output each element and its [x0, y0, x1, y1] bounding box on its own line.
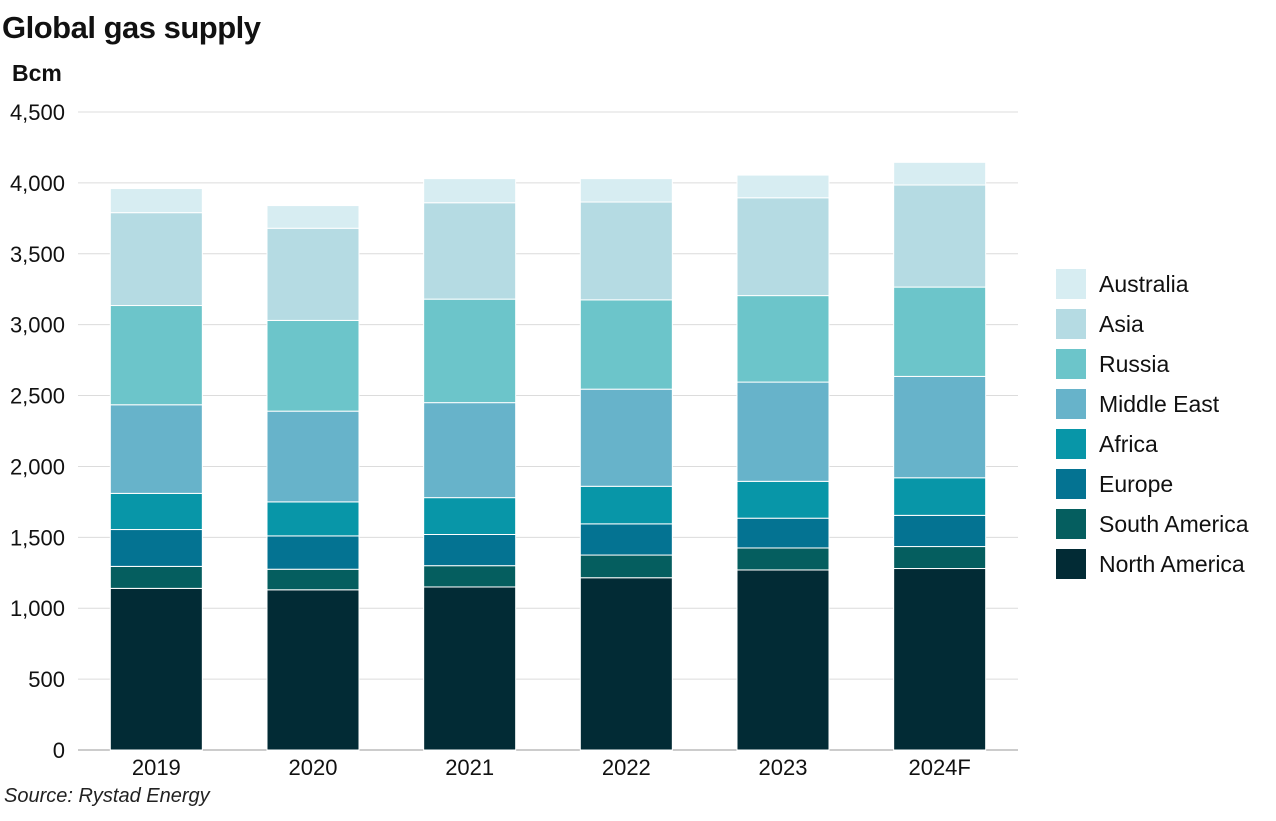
y-tick-label: 2,000: [10, 454, 65, 479]
bar-segment: [736, 174, 830, 199]
x-tick-label: 2022: [602, 755, 651, 780]
bar-segment: [109, 188, 203, 214]
bar-segment: [109, 492, 203, 531]
bar-segment: [893, 375, 987, 479]
legend-label: Asia: [1099, 311, 1144, 337]
bar-segment: [266, 205, 360, 229]
chart-title: Global gas supply: [2, 10, 261, 45]
bar-segment: [109, 565, 203, 589]
y-axis-label: Bcm: [12, 60, 62, 86]
bar-segment: [893, 161, 987, 186]
bar-segment: [266, 589, 360, 751]
legend-label: South America: [1099, 511, 1249, 537]
legend-swatch: [1056, 549, 1086, 579]
y-tick-label: 3,500: [10, 242, 65, 267]
bar-segment: [423, 497, 517, 535]
x-tick-label: 2019: [132, 755, 181, 780]
y-tick-label: 3,000: [10, 313, 65, 338]
bar-segment: [423, 178, 517, 204]
bar-segment: [579, 299, 673, 390]
y-tick-label: 4,000: [10, 171, 65, 196]
bar-segment: [736, 569, 830, 751]
bar-segment: [266, 319, 360, 412]
legend-swatch: [1056, 389, 1086, 419]
x-tick-label: 2023: [759, 755, 808, 780]
bar-segment: [736, 381, 830, 482]
bar-segment: [736, 295, 830, 383]
legend-label: Middle East: [1099, 391, 1220, 417]
bar-segment: [736, 547, 830, 571]
bar-segment: [109, 212, 203, 307]
y-tick-label: 4,500: [10, 100, 65, 125]
bar-segment: [736, 517, 830, 549]
bar-segment: [579, 577, 673, 751]
legend-swatch: [1056, 309, 1086, 339]
bar-segment: [423, 586, 517, 751]
legend-label: Russia: [1099, 351, 1170, 377]
bar-segment: [423, 402, 517, 499]
bar-segment: [893, 184, 987, 288]
bar-segment: [109, 404, 203, 494]
bar-segment: [579, 201, 673, 301]
source-note: Source: Rystad Energy: [4, 785, 210, 807]
legend-swatch: [1056, 509, 1086, 539]
bar-segment: [579, 523, 673, 556]
bar-segment: [579, 388, 673, 487]
bar-segment: [579, 554, 673, 579]
bar-segment: [266, 227, 360, 321]
bar-segment: [893, 546, 987, 570]
legend-label: Europe: [1099, 471, 1173, 497]
y-tick-label: 1,500: [10, 525, 65, 550]
legend-label: North America: [1099, 551, 1245, 577]
bar-segment: [266, 535, 360, 570]
legend-label: Australia: [1099, 271, 1189, 297]
bar-segment: [423, 298, 517, 404]
x-tick-label: 2020: [289, 755, 338, 780]
bar-segment: [423, 565, 517, 588]
legend-swatch: [1056, 429, 1086, 459]
bar-segment: [423, 533, 517, 567]
bar-segment: [266, 410, 360, 503]
x-tick-label: 2024F: [908, 755, 970, 780]
bar-segment: [266, 501, 360, 537]
bar-segment: [109, 305, 203, 406]
bar-segment: [893, 286, 987, 377]
bar-segment: [893, 568, 987, 751]
y-tick-label: 1,000: [10, 596, 65, 621]
bar-segment: [266, 568, 360, 591]
bar-segment: [109, 587, 203, 751]
y-tick-label: 500: [28, 667, 65, 692]
bar-segment: [579, 178, 673, 203]
legend-swatch: [1056, 349, 1086, 379]
legend-swatch: [1056, 269, 1086, 299]
y-tick-label: 2,500: [10, 384, 65, 409]
legend-swatch: [1056, 469, 1086, 499]
bar-segment: [893, 477, 987, 516]
bar-segment: [736, 197, 830, 297]
bar-segment: [893, 514, 987, 548]
y-tick-label: 0: [53, 738, 65, 763]
legend-label: Africa: [1099, 431, 1158, 457]
bar-segment: [109, 529, 203, 567]
bar-segment: [736, 480, 830, 519]
bar-segment: [423, 202, 517, 300]
bar-segment: [579, 485, 673, 525]
x-tick-label: 2021: [445, 755, 494, 780]
